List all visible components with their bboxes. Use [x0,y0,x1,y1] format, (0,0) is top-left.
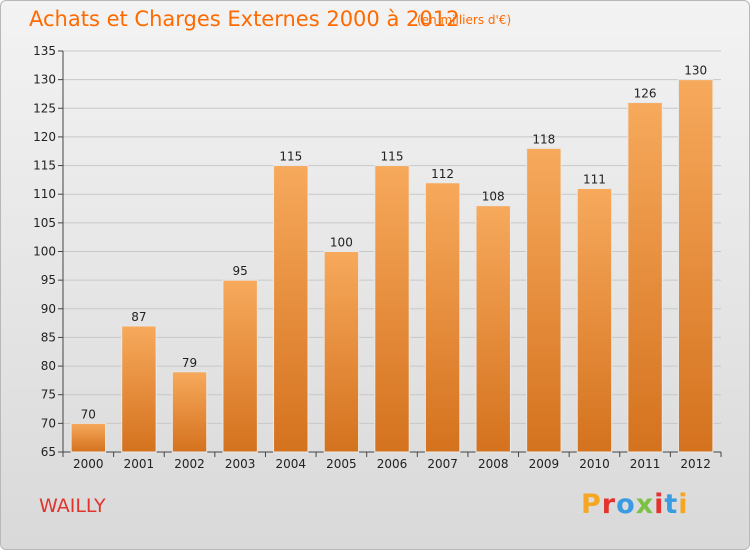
logo-letter: r [601,489,617,520]
y-tick-label: 65 [41,445,56,459]
y-tick-label: 110 [33,187,56,201]
x-tick-label: 2009 [529,457,560,471]
value-label: 111 [583,172,606,186]
bar-2006 [374,165,410,453]
x-tick-label: 2006 [377,457,408,471]
x-tick-label: 2001 [124,457,155,471]
value-label: 115 [279,150,302,164]
logo-letter: i [678,489,689,520]
logo-letter: t [664,489,679,520]
value-label: 112 [431,167,454,181]
bar-2010 [576,187,613,453]
value-label: 79 [182,356,197,370]
value-label: 87 [131,310,146,324]
logo-letter: i [654,489,665,520]
x-tick-label: 2003 [225,457,256,471]
y-tick-label: 105 [33,216,56,230]
x-tick-label: 2007 [427,457,458,471]
proxiti-logo[interactable]: Proxiti [581,489,689,520]
bars [70,79,714,453]
x-tick-label: 2004 [275,457,306,471]
y-tick-label: 80 [41,359,56,373]
x-tick-label: 2011 [630,457,661,471]
y-tick-label: 130 [33,73,56,87]
bar-2004 [273,165,309,453]
bar-2007 [424,182,461,453]
bar-2000 [70,422,107,453]
value-label: 118 [532,132,555,146]
value-label: 130 [684,64,707,78]
y-tick-label: 95 [41,273,56,287]
y-tick-label: 115 [33,159,56,173]
bar-2009 [526,147,562,453]
bar-2008 [475,205,511,453]
logo-letter: x [635,489,655,520]
x-tick-label: 2002 [174,457,205,471]
value-label: 115 [381,150,404,164]
y-tick-label: 90 [41,302,56,316]
bar-2001 [121,325,157,453]
bar-2011 [627,102,663,453]
y-tick-label: 75 [41,388,56,402]
y-tick-label: 100 [33,245,56,259]
value-label: 95 [233,264,248,278]
x-tick-label: 2005 [326,457,357,471]
x-tick-label: 2008 [478,457,509,471]
y-tick-label: 125 [33,101,56,115]
value-label: 126 [634,87,657,101]
bar-2005 [323,251,360,453]
bar-2012 [677,79,714,453]
y-tick-label: 70 [41,416,56,430]
logo-letter: o [616,489,636,520]
chart-title: Achats et Charges Externes 2000 à 2012 [29,7,460,31]
bar-2003 [222,279,258,453]
x-tick-label: 2000 [73,457,104,471]
y-tick-label: 85 [41,330,56,344]
x-tick-label: 2010 [579,457,610,471]
logo-letter: P [581,489,602,520]
value-label: 70 [81,407,96,421]
labels: 65 70 75 80 85 90 95 100 105 110 115 120 125 130 135 20… [33,44,711,471]
commune-name: WAILLY [39,495,106,517]
chart-subtitle: (en milliers d'€) [417,13,512,27]
value-label: 100 [330,236,353,250]
y-tick-label: 135 [33,44,56,58]
bar-2002 [171,371,208,453]
y-tick-label: 120 [33,130,56,144]
value-label: 108 [482,190,505,204]
x-tick-label: 2012 [680,457,711,471]
